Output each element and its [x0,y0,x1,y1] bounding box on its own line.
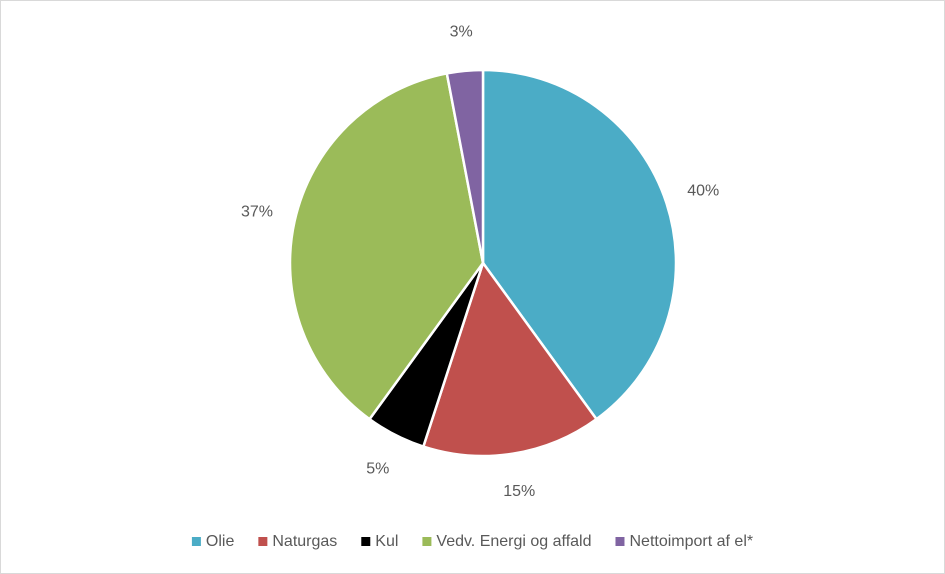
data-label: 5% [366,461,389,478]
legend: Olie Naturgas Kul Vedv. Energi og affald Net… [191,533,753,550]
data-label: 15% [503,483,535,500]
legend-swatch [615,537,625,546]
legend-swatch [422,537,432,546]
legend-swatch [361,537,371,546]
pie-slice [288,71,485,421]
pie-slice [445,68,485,264]
legend-label: Vedv. Energi og affald [436,533,591,550]
data-label: 37% [241,204,273,221]
legend-label: Olie [206,533,235,550]
legend-label: Kul [375,533,398,550]
legend-label: Nettoimport af el* [629,533,753,550]
legend-label: Naturgas [272,533,337,550]
legend-swatch [191,537,201,546]
pie-slice [481,68,678,421]
pie-slice [421,260,599,458]
data-label: 40% [687,183,719,200]
data-label: 3% [450,24,473,41]
legend-swatch [258,537,268,546]
